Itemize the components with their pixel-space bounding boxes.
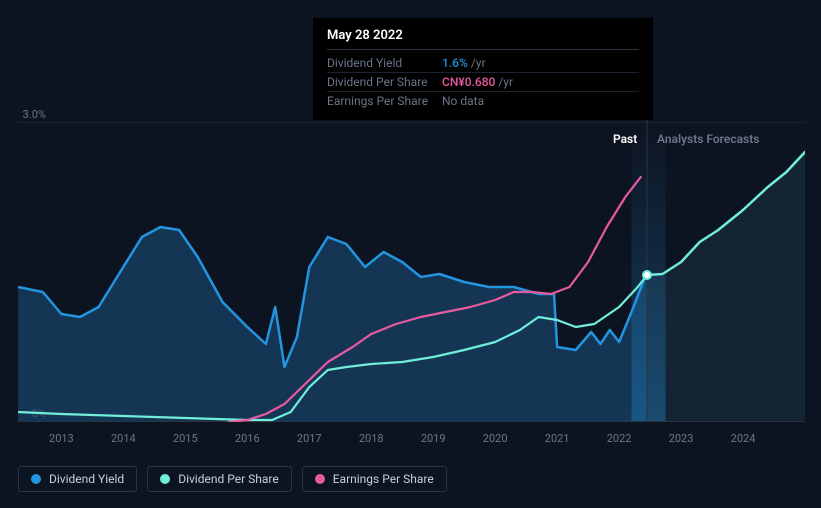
x-tick: 2014: [111, 432, 136, 445]
tooltip-row-label: Dividend Yield: [327, 56, 442, 70]
x-tick: 2024: [731, 432, 756, 445]
tooltip-row: Earnings Per ShareNo data: [327, 92, 639, 110]
x-tick: 2017: [297, 432, 322, 445]
legend-swatch: [160, 474, 170, 484]
legend-label: Earnings Per Share: [333, 472, 434, 486]
x-tick: 2023: [669, 432, 694, 445]
x-tick: 2020: [483, 432, 508, 445]
chart-tooltip: May 28 2022 Dividend Yield1.6%/yrDividen…: [313, 18, 653, 120]
y-tick-max: 3.0%: [6, 108, 46, 121]
dividend-chart: May 28 2022 Dividend Yield1.6%/yrDividen…: [0, 0, 821, 508]
tooltip-row-value: No data: [442, 94, 484, 108]
tooltip-row-label: Dividend Per Share: [327, 75, 442, 89]
legend-swatch: [315, 474, 325, 484]
tooltip-row: Dividend Per ShareCN¥0.680/yr: [327, 73, 639, 92]
x-tick: 2016: [235, 432, 260, 445]
legend-swatch: [31, 474, 41, 484]
x-tick: 2022: [607, 432, 632, 445]
tooltip-row: Dividend Yield1.6%/yr: [327, 54, 639, 73]
x-tick: 2015: [173, 432, 198, 445]
x-tick: 2018: [359, 432, 384, 445]
legend-item[interactable]: Dividend Yield: [18, 466, 137, 492]
x-tick: 2019: [421, 432, 446, 445]
plot-area[interactable]: [18, 122, 805, 422]
hover-marker: [643, 271, 651, 279]
x-tick: 2013: [49, 432, 74, 445]
tooltip-row-label: Earnings Per Share: [327, 94, 442, 108]
legend-item[interactable]: Earnings Per Share: [302, 466, 447, 492]
tooltip-date: May 28 2022: [327, 28, 639, 50]
legend-label: Dividend Per Share: [178, 472, 279, 486]
legend: Dividend Yield Dividend Per Share Earnings…: [18, 466, 447, 492]
x-axis: 2013 2014 2015 2016 2017 2018 2019 2020 2021 2022…: [18, 432, 805, 452]
tooltip-row-value: 1.6%/yr: [442, 56, 486, 70]
dividend-yield-forecast-area: [647, 152, 805, 422]
dividend-yield-area: [18, 227, 647, 422]
legend-item[interactable]: Dividend Per Share: [147, 466, 292, 492]
tooltip-row-value: CN¥0.680/yr: [442, 75, 513, 89]
x-tick: 2021: [545, 432, 570, 445]
legend-label: Dividend Yield: [49, 472, 124, 486]
